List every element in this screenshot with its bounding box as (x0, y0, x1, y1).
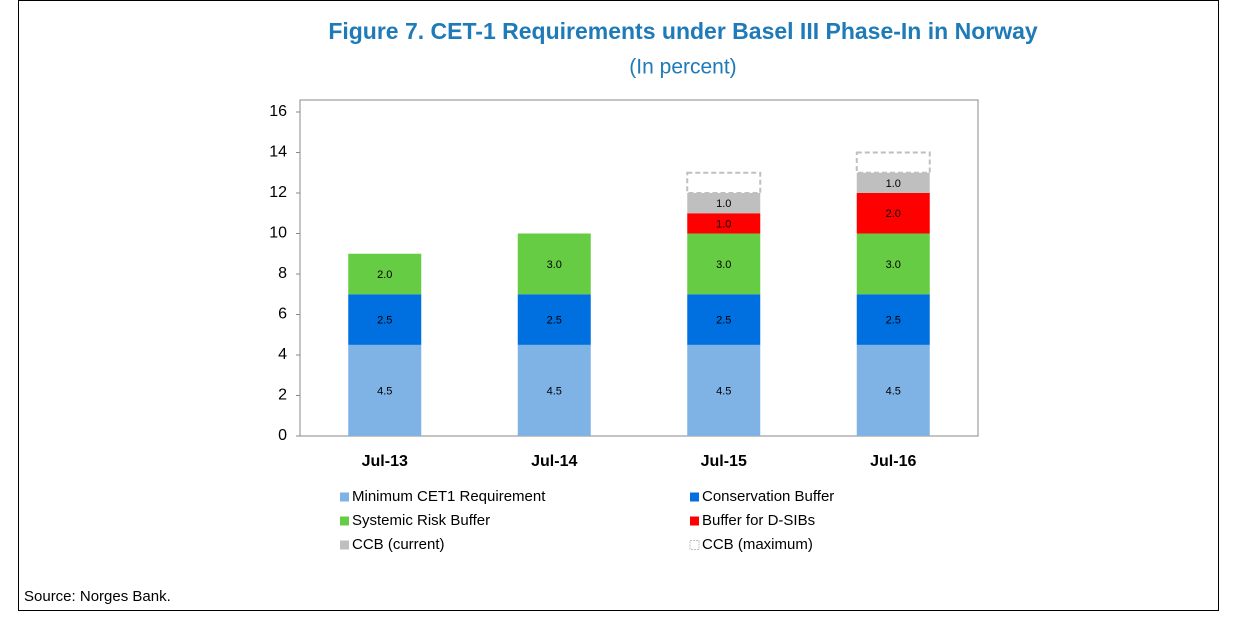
value-label: 1.0 (886, 178, 901, 190)
legend-swatch (340, 516, 349, 526)
value-label: 2.5 (716, 314, 731, 326)
value-label: 2.0 (886, 208, 901, 220)
y-tick-label: 12 (269, 184, 287, 201)
value-label: 3.0 (716, 259, 731, 271)
frame (18, 0, 1219, 611)
legend-label: Systemic Risk Buffer (352, 512, 490, 529)
y-tick-label: 10 (269, 225, 287, 242)
x-tick-label: Jul-14 (531, 453, 577, 470)
legend-label: CCB (maximum) (702, 536, 813, 553)
y-tick-label: 0 (278, 427, 287, 444)
bar-segment (517, 233, 591, 295)
y-tick-label: 16 (269, 103, 287, 120)
y-tick-label: 6 (278, 306, 287, 323)
y-tick-label: 4 (278, 346, 287, 363)
value-label: 1.0 (716, 218, 731, 230)
value-label: 4.5 (716, 385, 731, 397)
bar-segment (686, 171, 762, 194)
chart-subtitle: (In percent) (629, 56, 736, 79)
bar-segment (687, 344, 761, 436)
value-label: 3.0 (886, 259, 901, 271)
chart-title: Figure 7. CET-1 Requirements under Basel… (328, 18, 1038, 44)
legend-label: Buffer for D-SIBs (702, 512, 815, 529)
bar-segment (856, 294, 930, 345)
legend-label: CCB (current) (352, 536, 445, 553)
legend-label: Conservation Buffer (702, 488, 834, 505)
x-tick-label: Jul-16 (870, 453, 916, 470)
bar-segment (687, 193, 761, 214)
value-label: 1.0 (716, 198, 731, 210)
value-label: 2.5 (886, 314, 901, 326)
legend-swatch (690, 492, 699, 502)
y-tick-label: 8 (278, 265, 287, 282)
x-tick-label: Jul-13 (362, 453, 408, 470)
value-label: 2.5 (377, 314, 392, 326)
bar-segment (687, 213, 761, 234)
legend-swatch (689, 540, 700, 550)
bar-segment (517, 344, 591, 436)
source: Source: Norges Bank. (24, 588, 171, 605)
bar-segment (348, 344, 422, 436)
legend-swatch (340, 540, 349, 550)
value-label: 4.5 (886, 385, 901, 397)
bar-segment (856, 233, 930, 295)
legend-label: Minimum CET1 Requirement (352, 488, 546, 505)
x-tick-label: Jul-15 (701, 453, 747, 470)
bar-segment (856, 193, 930, 234)
bar-segment (348, 253, 422, 295)
value-label: 3.0 (547, 259, 562, 271)
legend-swatch (340, 492, 349, 502)
bar-segment (856, 344, 930, 436)
y-tick-label: 2 (278, 387, 287, 404)
bar-segment (348, 294, 422, 345)
value-label: 2.5 (547, 314, 562, 326)
legend-swatch (690, 516, 699, 526)
bar-segment (855, 151, 931, 174)
value-label: 4.5 (547, 385, 562, 397)
value-label: 4.5 (377, 385, 392, 397)
y-tick-label: 14 (269, 144, 287, 161)
bar-segment (687, 233, 761, 295)
bar-segment (687, 294, 761, 345)
value-label: 2.0 (377, 269, 392, 281)
bar-segment (517, 294, 591, 345)
plot-frame (299, 99, 979, 437)
bar-segment (856, 172, 930, 193)
